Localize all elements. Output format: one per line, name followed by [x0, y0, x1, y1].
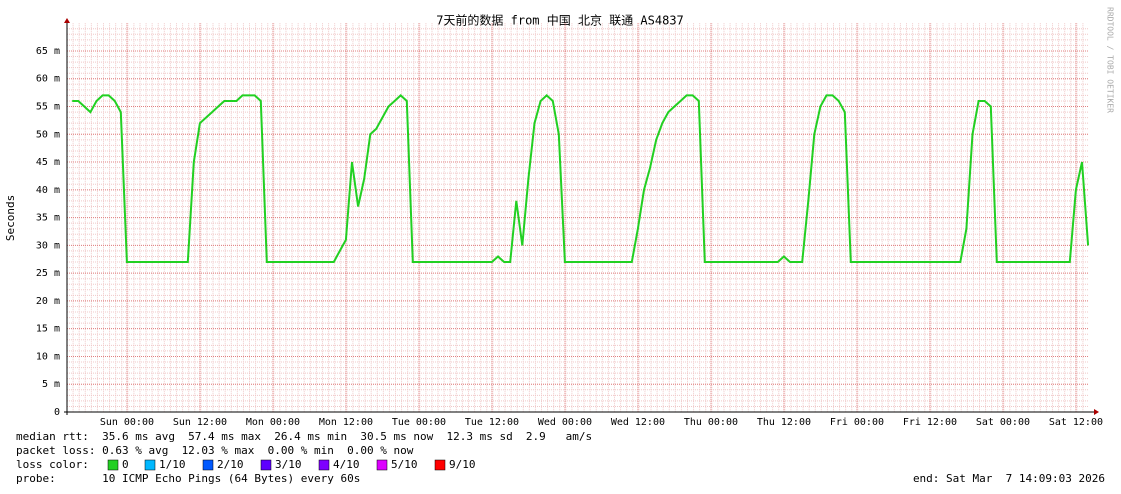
- x-tick-label: Tue 00:00: [392, 417, 446, 428]
- legend-swatch: [144, 459, 156, 471]
- x-tick-label: Mon 12:00: [319, 417, 373, 428]
- x-tick-label: Sun 12:00: [173, 417, 227, 428]
- axis-arrow: [64, 18, 70, 23]
- x-tick-label: Thu 00:00: [684, 417, 738, 428]
- stats-line: packet loss: 0.63 % avg 12.03 % max 0.00…: [16, 444, 414, 457]
- stats-line: median rtt: 35.6 ms avg 57.4 ms max 26.4…: [16, 430, 592, 443]
- end-text: end: Sat Mar 7 14:09:03 2026: [913, 472, 1105, 485]
- legend-swatch: [318, 459, 330, 471]
- x-tick-label: Mon 00:00: [246, 417, 300, 428]
- y-tick-label: 25 m: [36, 268, 60, 279]
- y-tick-label: 50 m: [36, 129, 60, 140]
- y-tick-label: 20 m: [36, 296, 60, 307]
- x-tick-label: Sat 12:00: [1049, 417, 1103, 428]
- legend-swatch: [202, 459, 214, 471]
- legend-swatch: [260, 459, 272, 471]
- legend-swatch: [107, 459, 119, 471]
- x-tick-label: Wed 00:00: [538, 417, 592, 428]
- side-label: RRDTOOL / TOBI OETIKER: [1106, 7, 1115, 113]
- y-tick-label: 35 m: [36, 213, 60, 224]
- legend-item: 4/10: [333, 458, 360, 471]
- x-tick-label: Thu 12:00: [757, 417, 811, 428]
- probe-text: probe: 10 ICMP Echo Pings (64 Bytes) eve…: [16, 472, 360, 485]
- y-tick-label: 45 m: [36, 157, 60, 168]
- x-tick-label: Fri 00:00: [830, 417, 884, 428]
- y-tick-label: 65 m: [36, 46, 60, 57]
- axis-arrow: [1094, 409, 1099, 415]
- x-tick-label: Sat 00:00: [976, 417, 1030, 428]
- legend-label: loss color:: [16, 458, 89, 471]
- chart-title: 7天前的数据 from 中国 北京 联通 AS4837: [436, 13, 684, 28]
- x-tick-label: Tue 12:00: [465, 417, 519, 428]
- y-tick-label: 15 m: [36, 324, 60, 335]
- legend-item: 3/10: [275, 458, 302, 471]
- x-tick-label: Wed 12:00: [611, 417, 665, 428]
- y-axis-label: Seconds: [4, 195, 17, 241]
- legend-item: 5/10: [391, 458, 418, 471]
- y-tick-label: 55 m: [36, 102, 60, 113]
- y-tick-label: 30 m: [36, 240, 60, 251]
- x-tick-label: Sun 00:00: [100, 417, 154, 428]
- legend-item: 1/10: [159, 458, 186, 471]
- y-tick-label: 10 m: [36, 351, 60, 362]
- legend-item: 0: [122, 458, 129, 471]
- x-tick-label: Fri 12:00: [903, 417, 957, 428]
- y-tick-label: 0: [54, 407, 60, 418]
- y-tick-label: 60 m: [36, 74, 60, 85]
- legend-item: 9/10: [449, 458, 476, 471]
- median-line: [72, 94, 1090, 263]
- legend-swatch: [376, 459, 388, 471]
- y-tick-label: 40 m: [36, 185, 60, 196]
- y-tick-label: 5 m: [42, 379, 60, 390]
- legend-swatch: [434, 459, 446, 471]
- legend-item: 2/10: [217, 458, 244, 471]
